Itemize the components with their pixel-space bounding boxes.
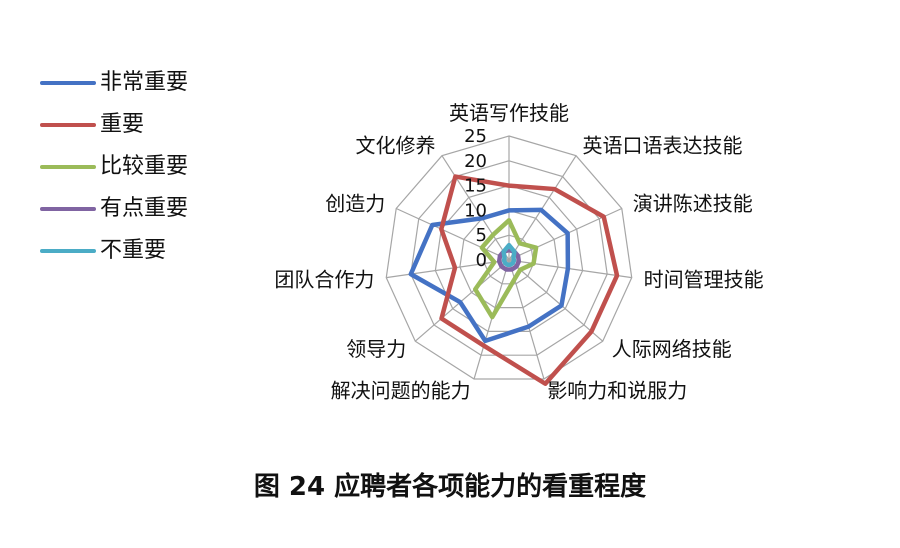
grid-spoke — [386, 259, 510, 279]
category-label: 领导力 — [346, 337, 406, 361]
legend-swatch — [40, 207, 96, 211]
legend-item: 不重要 — [40, 230, 188, 272]
grid-ring — [459, 209, 559, 309]
grid-spoke — [508, 259, 604, 342]
legend: 非常重要重要比较重要有点重要不重要 — [40, 62, 188, 272]
legend-label: 非常重要 — [100, 70, 189, 95]
category-label: 文化修养 — [355, 134, 435, 158]
grid-spoke — [441, 155, 510, 261]
category-label: 英语写作技能 — [449, 101, 569, 125]
category-label: 解决问题的能力 — [331, 378, 471, 402]
legend-swatch — [40, 81, 96, 85]
legend-item: 有点重要 — [40, 188, 188, 230]
legend-swatch — [40, 165, 96, 169]
grid-spoke — [473, 259, 510, 380]
legend-label: 重要 — [100, 112, 145, 137]
legend-swatch — [40, 123, 96, 127]
tick-label: 15 — [464, 176, 487, 197]
legend-label: 比较重要 — [100, 154, 189, 179]
category-label: 英语口语表达技能 — [583, 134, 743, 158]
category-label: 团队合作力 — [274, 267, 374, 291]
legend-item: 非常重要 — [40, 62, 188, 104]
tick-label: 20 — [464, 151, 487, 172]
grid-spoke — [395, 207, 510, 261]
grid-ring — [385, 135, 633, 380]
category-label: 演讲陈述技能 — [633, 192, 753, 216]
figure-caption: 图 24 应聘者各项能力的看重程度 — [253, 472, 647, 502]
legend-label: 有点重要 — [100, 196, 189, 221]
series-line-2 — [439, 174, 620, 386]
series-line-4 — [496, 247, 522, 272]
legend-item: 比较重要 — [40, 146, 188, 188]
category-label: 创造力 — [325, 192, 385, 216]
legend-swatch — [40, 249, 96, 253]
grid-spoke — [414, 259, 510, 342]
category-label: 时间管理技能 — [644, 267, 764, 291]
category-label: 人际网络技能 — [612, 337, 732, 361]
series-line-3 — [473, 218, 539, 320]
tick-label: 5 — [476, 225, 487, 246]
series-line-5 — [501, 242, 517, 268]
legend-item: 重要 — [40, 104, 188, 146]
legend-label: 不重要 — [100, 238, 167, 263]
category-label: 影响力和说服力 — [547, 378, 687, 402]
grid-spoke — [508, 259, 632, 279]
tick-label: 10 — [464, 200, 487, 221]
tick-label: 0 — [476, 250, 487, 271]
tick-label: 25 — [464, 126, 487, 147]
